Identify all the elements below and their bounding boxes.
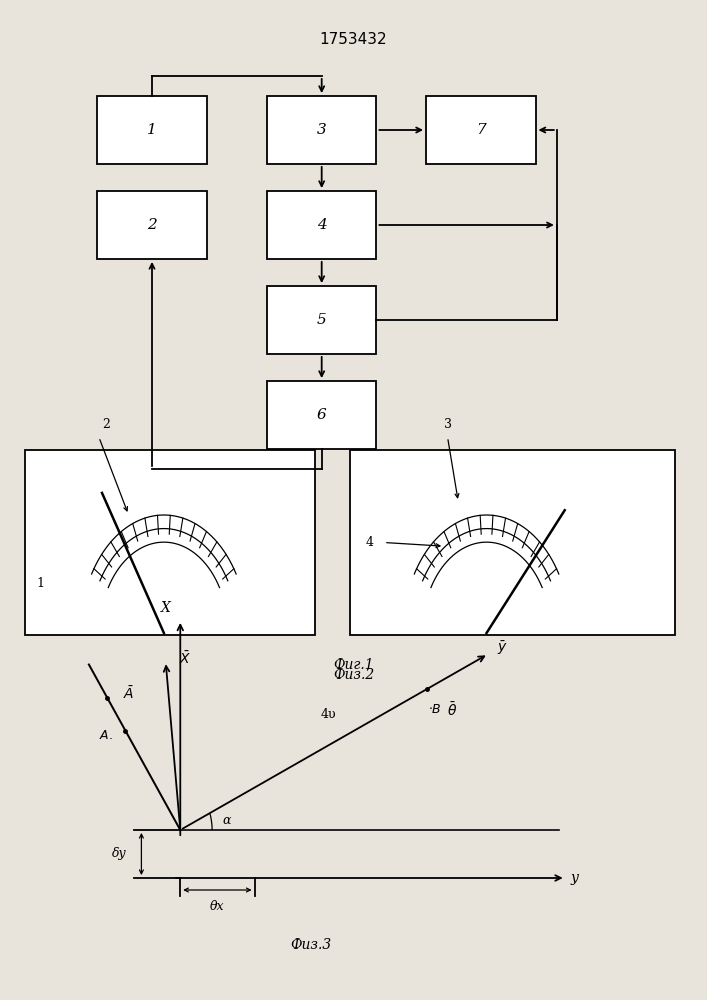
Text: 3: 3	[317, 123, 327, 137]
Text: Физ.2: Физ.2	[333, 668, 374, 682]
Text: $A.$: $A.$	[99, 729, 112, 742]
Text: δy: δy	[112, 847, 126, 860]
Text: 7: 7	[476, 123, 486, 137]
Text: Физ.3: Физ.3	[291, 938, 332, 952]
Text: 4: 4	[366, 536, 374, 549]
Bar	[25, 450, 315, 635]
Bar	[98, 96, 206, 164]
Bar	[426, 96, 536, 164]
Text: 2: 2	[147, 218, 157, 232]
Bar	[98, 191, 206, 259]
Bar	[267, 191, 376, 259]
Text: Фиг.1: Фиг.1	[333, 658, 374, 672]
Text: $\cdot B$: $\cdot B$	[428, 703, 442, 716]
Text: $\bar{X}$: $\bar{X}$	[180, 650, 192, 667]
Text: 3: 3	[443, 418, 452, 431]
Text: X: X	[161, 601, 171, 615]
Text: 4υ: 4υ	[321, 708, 337, 722]
Text: y: y	[570, 871, 578, 885]
Text: $\bar{y}$: $\bar{y}$	[497, 639, 508, 657]
Bar	[267, 381, 376, 449]
Text: 1: 1	[36, 577, 45, 590]
Text: α: α	[222, 814, 230, 826]
Text: $\bar{\theta}$: $\bar{\theta}$	[448, 701, 457, 719]
Text: 4: 4	[317, 218, 327, 232]
Text: θx: θx	[210, 900, 224, 912]
Text: 1753432: 1753432	[320, 32, 387, 47]
Text: 2: 2	[102, 418, 110, 431]
Text: 5: 5	[317, 313, 327, 327]
Bar	[267, 96, 376, 164]
Text: $\bar{A}$: $\bar{A}$	[123, 685, 134, 702]
Bar	[350, 450, 675, 635]
Bar	[267, 286, 376, 354]
Text: 1: 1	[147, 123, 157, 137]
Text: 6: 6	[317, 408, 327, 422]
